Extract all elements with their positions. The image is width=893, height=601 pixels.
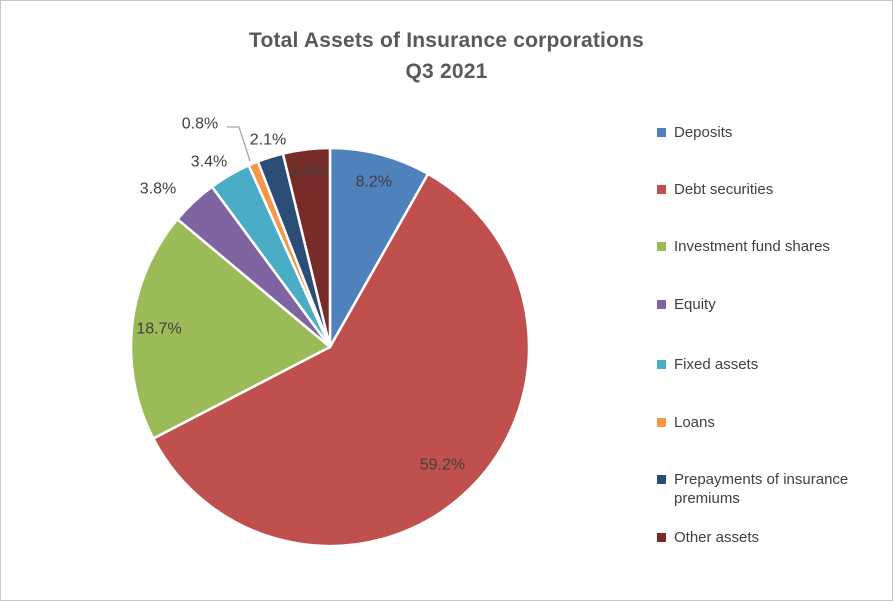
data-label-prepayments-of-insurance-premiums: 2.1%	[250, 132, 286, 149]
legend-item-deposits: Deposits	[657, 123, 872, 142]
chart-title-line2: Q3 2021	[405, 60, 488, 83]
data-label-fixed-assets: 3.4%	[191, 154, 227, 171]
data-label-loans: 0.8%	[182, 116, 218, 133]
data-label-equity: 3.8%	[140, 181, 176, 198]
legend-item-fixed-assets: Fixed assets	[657, 355, 872, 374]
legend-label-other-assets: Other assets	[674, 529, 760, 546]
legend: Deposits Debt securities Investment fund s…	[657, 1, 882, 600]
pie-slice-debt-securities	[152, 172, 531, 548]
legend-item-equity: Equity	[657, 295, 872, 314]
legend-label-loans: Loans	[674, 414, 715, 431]
legend-item-investment-fund-shares: Investment fund shares	[657, 237, 872, 256]
data-label-deposits: 8.2%	[356, 173, 392, 190]
pie-slice-other-assets	[281, 146, 332, 349]
legend-label-fixed-assets: Fixed assets	[674, 356, 759, 373]
legend-swatch-other-assets	[657, 533, 666, 542]
data-label-other-assets: 3.8%	[291, 164, 327, 181]
legend-swatch-debt-securities	[657, 185, 666, 194]
legend-item-loans: Loans	[657, 413, 872, 432]
chart-title: Total Assets of Insurance corporations Q…	[1, 25, 892, 87]
pie-slice-investment-fund-shares	[129, 217, 332, 440]
data-label-investment-fund-shares: 18.7%	[136, 321, 181, 338]
pie-slice-deposits	[328, 146, 430, 349]
legend-swatch-loans	[657, 418, 666, 427]
legend-swatch-deposits	[657, 128, 666, 137]
legend-label-investment-fund-shares: Investment fund shares	[674, 238, 830, 255]
legend-swatch-equity	[657, 300, 666, 309]
legend-item-other-assets: Other assets	[657, 528, 872, 547]
legend-label-equity: Equity	[674, 296, 716, 313]
legend-label-prepayments-of-insurance-premiums: Prepayments of insurance premiums	[674, 471, 849, 507]
legend-swatch-investment-fund-shares	[657, 242, 666, 251]
legend-label-debt-securities: Debt securities	[674, 181, 774, 198]
chart-title-line1: Total Assets of Insurance corporations	[248, 29, 644, 52]
legend-swatch-prepayments-of-insurance-premiums	[657, 475, 666, 484]
legend-label-deposits: Deposits	[674, 124, 733, 141]
data-label-debt-securities: 59.2%	[420, 456, 465, 473]
legend-item-debt-securities: Debt securities	[657, 180, 872, 199]
leader-line-loans	[227, 126, 251, 162]
legend-item-prepayments-of-insurance-premiums: Prepayments of insurance premiums	[657, 470, 872, 508]
legend-swatch-fixed-assets	[657, 360, 666, 369]
